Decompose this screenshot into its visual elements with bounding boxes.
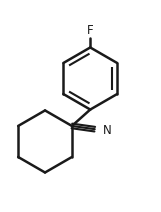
Text: N: N (103, 124, 112, 137)
Text: F: F (87, 24, 94, 37)
